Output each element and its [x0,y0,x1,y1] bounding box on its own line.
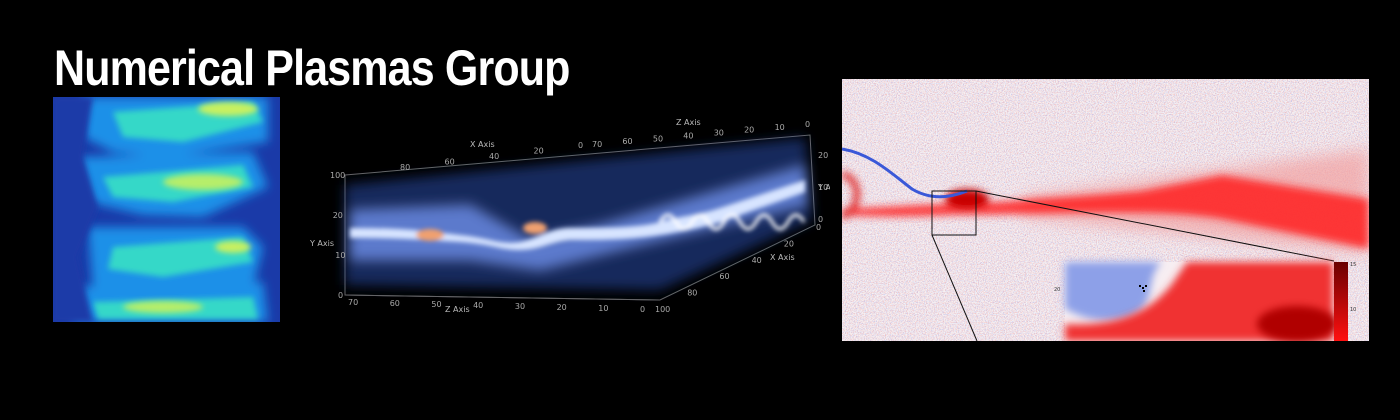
right-y-ticks: 20 10 0 [818,151,828,224]
bottom-z-tick-label: 30 [515,302,525,311]
left-y-tick-label: 0 [338,291,343,300]
right-y-tick-label: 0 [818,215,823,224]
bottom-z-tick-label: 10 [598,304,608,313]
y-axis-label: Y Axis [309,239,334,248]
right-x-tick-label: 20 [784,239,794,248]
top-z-ticks: 70 60 50 40 30 20 10 0 [592,120,810,149]
right-y-tick-label: 20 [818,151,828,160]
magnetic-reconnection-field-image: 20 15 10 [842,79,1369,341]
bottom-z-tick-label: 0 [640,305,645,314]
bottom-z-tick-label: 20 [557,303,567,312]
y-axis-label-right: Y Axis [817,183,830,192]
left-y-tick-label: 20 [333,211,343,220]
top-x-tick-label: 60 [445,158,455,167]
top-x-ticks: 80 60 40 20 0 [400,141,583,172]
zoom-inset: 20 15 10 [1054,262,1356,341]
top-x-tick-label: 0 [578,141,583,150]
top-z-tick-label: 0 [805,120,810,129]
left-y-tick-label: 100 [330,171,345,180]
top-z-tick-label: 40 [683,131,693,140]
z-axis-label-bottom: Z Axis [445,305,470,314]
top-z-tick-label: 50 [653,134,663,143]
top-z-tick-label: 20 [744,126,754,135]
bottom-z-tick-label: 40 [473,301,483,310]
bottom-z-tick-label: 50 [431,300,441,309]
bottom-z-tick-label: 70 [348,298,358,307]
top-x-tick-label: 80 [400,163,410,172]
right-y-tick-label: 10 [818,183,828,192]
right-x-ticks: 0 20 40 60 80 100 [655,223,821,314]
plasma-heatmap-image [53,97,280,322]
zoom-box [931,190,977,236]
colorbar-mid-tick: 10 [1350,307,1356,313]
top-z-tick-label: 30 [714,129,724,138]
3d-volume-render-image: X Axis Z Axis Y Axis Z Axis X Axis Y Axi… [309,118,830,314]
top-z-tick-label: 10 [775,123,785,132]
inset-y-tick: 20 [1054,287,1060,293]
top-z-tick-label: 60 [622,137,632,146]
colorbar [1334,262,1348,341]
bottom-z-tick-label: 60 [390,299,400,308]
top-x-tick-label: 20 [534,147,544,156]
right-x-tick-label: 60 [719,272,729,281]
top-z-tick-label: 70 [592,140,602,149]
bottom-z-ticks: 70 60 50 40 30 20 10 0 [348,298,645,314]
top-x-tick-label: 40 [489,152,499,161]
right-x-tick-label: 0 [816,223,821,232]
right-x-tick-label: 100 [655,305,670,314]
left-y-tick-label: 10 [335,251,345,260]
page-title: Numerical Plasmas Group [54,40,570,96]
right-x-tick-label: 40 [752,256,762,265]
colorbar-top-tick: 15 [1350,262,1356,268]
z-axis-label: Z Axis [676,118,701,127]
x-axis-label-right: X Axis [770,253,795,262]
x-axis-label: X Axis [470,140,495,149]
right-x-tick-label: 80 [687,289,697,298]
